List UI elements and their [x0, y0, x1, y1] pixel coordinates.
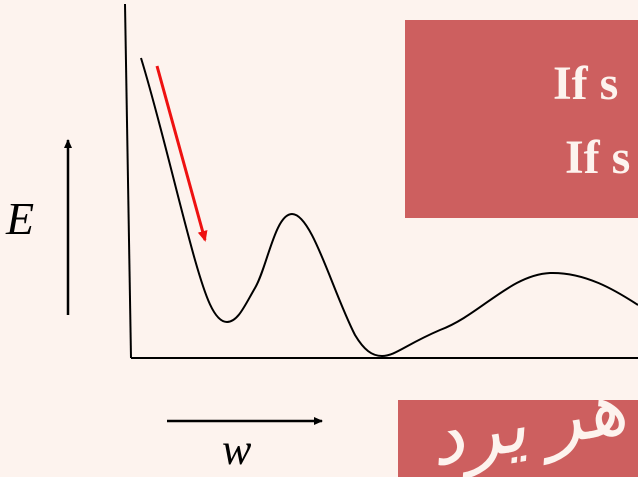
callout-box-bottom: ﻫﺮ ﻳﺮﺩ	[398, 400, 638, 477]
weight-axis-label: w	[222, 425, 252, 474]
energy-axis-label: E	[6, 193, 35, 244]
y-axis	[124, 3, 132, 359]
energy-curve	[140, 57, 638, 358]
gradient-descent-arrow	[155, 65, 208, 242]
callout-box-top: If s If s	[405, 20, 638, 218]
callout-bottom-text: ﻫﺮ ﻳﺮﺩ	[422, 400, 632, 477]
callout-line-2: If s	[565, 131, 631, 184]
callout-line-1: If s	[553, 57, 619, 110]
